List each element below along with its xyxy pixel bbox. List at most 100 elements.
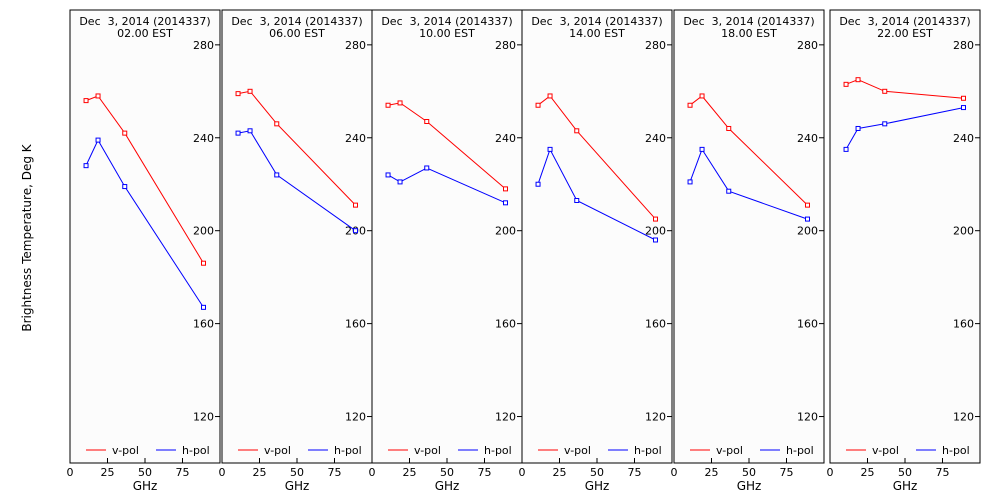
x-axis-label: GHz [285, 479, 310, 493]
series-line-v-pol [388, 102, 506, 190]
x-tick-label: 50 [138, 466, 152, 479]
series-line-h-pol [238, 130, 356, 232]
legend-label-v-pol: v-pol [264, 444, 291, 457]
data-point-v-pol [274, 121, 280, 127]
data-point-h-pol [274, 172, 280, 178]
chart-panel: Dec 3, 2014 (2014337)18.00 EST 120 160 200 2… [671, 9, 825, 493]
data-point-h-pol [424, 165, 430, 171]
y-tick-label: 240 [345, 132, 366, 145]
data-point-h-pol [535, 181, 541, 187]
chart-panel: Dec 3, 2014 (2014337)06.00 EST1201602002… [219, 9, 373, 493]
data-point-h-pol [397, 179, 403, 185]
y-tick-label: 240 [193, 132, 214, 145]
data-point-h-pol [699, 146, 705, 152]
x-tick-label: 25 [553, 466, 567, 479]
series-line-h-pol [85, 139, 204, 308]
x-axis-label: GHz [435, 479, 460, 493]
data-point-v-pol [805, 202, 810, 208]
chart-panel: Dec 3, 2014 (2014337)10.00 EST 120 160 200 2… [369, 9, 523, 493]
y-axis-label: Brightness Temperature, Deg K [20, 143, 34, 331]
y-tick-label: 120 [345, 411, 366, 424]
y-tick-label: 160 [193, 318, 214, 331]
data-point-h-pol [687, 179, 693, 185]
data-point-v-pol [726, 125, 732, 131]
data-point-v-pol [653, 216, 658, 222]
chart-title-date: Dec 3, 2014 (2014337) [531, 15, 662, 28]
legend-label-h-pol: h-pol [484, 444, 512, 457]
series-line-h-pol [845, 107, 964, 150]
data-point-h-pol [83, 163, 89, 169]
y-tick-label: 120 [193, 411, 214, 424]
chart-panel: Dec 3, 2014 (2014337)02.00 EST 120 160 200 2… [67, 9, 221, 493]
y-tick-label: 280 [495, 39, 516, 52]
series-line-v-pol [238, 90, 356, 206]
chart-title-date: Dec 3, 2014 (2014337) [381, 15, 512, 28]
data-point-v-pol [385, 102, 391, 108]
y-tick-label: 200 [193, 225, 214, 238]
chart-title-date: Dec 3, 2014 (2014337) [839, 15, 970, 28]
legend-label-h-pol: h-pol [942, 444, 970, 457]
legend-label-v-pol: v-pol [716, 444, 743, 457]
y-tick-label: 200 [953, 225, 974, 238]
data-point-h-pol [843, 146, 849, 152]
chart-title-time: 06.00 EST [269, 27, 325, 40]
data-point-v-pol [535, 102, 541, 108]
plot-frame [69, 9, 221, 464]
x-tick-label: 0 [67, 466, 74, 479]
data-point-h-pol [961, 105, 966, 111]
data-point-h-pol [653, 237, 658, 243]
data-point-v-pol [574, 128, 580, 134]
data-point-v-pol [95, 93, 101, 99]
data-point-h-pol [574, 197, 580, 203]
data-point-h-pol [353, 228, 358, 234]
y-tick-label: 120 [797, 411, 818, 424]
y-tick-label: 160 [495, 318, 516, 331]
chart-panel: Dec 3, 2014 (2014337)22.00 EST 120 160 200 2… [827, 9, 981, 493]
y-tick-label: 240 [645, 132, 666, 145]
series-line-h-pol [537, 148, 656, 241]
chart-title-time: 10.00 EST [419, 27, 475, 40]
series-line-v-pol [845, 79, 964, 99]
legend-label-h-pol: h-pol [634, 444, 662, 457]
chart-title-time: 22.00 EST [877, 27, 933, 40]
data-point-v-pol [122, 130, 128, 136]
data-point-v-pol [201, 260, 206, 266]
legend-label-v-pol: v-pol [414, 444, 441, 457]
data-point-v-pol [247, 88, 253, 94]
y-tick-label: 240 [797, 132, 818, 145]
series-line-h-pol [689, 148, 808, 220]
data-point-h-pol [95, 137, 101, 143]
chart-title-date: Dec 3, 2014 (2014337) [79, 15, 210, 28]
plot-frame [829, 9, 981, 464]
data-point-v-pol [687, 102, 693, 108]
data-point-v-pol [83, 98, 89, 104]
legend-label-v-pol: v-pol [564, 444, 591, 457]
x-tick-label: 25 [101, 466, 115, 479]
plot-frame [521, 9, 673, 464]
y-tick-label: 280 [193, 39, 214, 52]
x-tick-label: 50 [590, 466, 604, 479]
y-tick-label: 160 [953, 318, 974, 331]
x-tick-label: 0 [827, 466, 834, 479]
x-axis-label: GHz [737, 479, 762, 493]
y-tick-label: 280 [797, 39, 818, 52]
chart-panels: Dec 3, 2014 (2014337)02.00 EST1201602002… [67, 9, 981, 493]
data-point-h-pol [882, 121, 888, 127]
series-line-h-pol [387, 167, 506, 204]
data-point-v-pol [547, 93, 553, 99]
chart-title-time: 02.00 EST [117, 27, 173, 40]
data-point-v-pol [503, 186, 508, 192]
x-tick-label: 25 [253, 466, 267, 479]
plot-frame [221, 9, 373, 464]
x-tick-label: 75 [780, 466, 794, 479]
legend-label-h-pol: h-pol [182, 444, 210, 457]
x-tick-label: 50 [440, 466, 454, 479]
data-point-v-pol [699, 93, 705, 99]
x-tick-label: 25 [403, 466, 417, 479]
y-tick-label: 280 [953, 39, 974, 52]
data-point-v-pol [882, 88, 888, 94]
data-point-h-pol [385, 172, 391, 178]
y-tick-label: 280 [645, 39, 666, 52]
data-point-v-pol [235, 91, 241, 97]
